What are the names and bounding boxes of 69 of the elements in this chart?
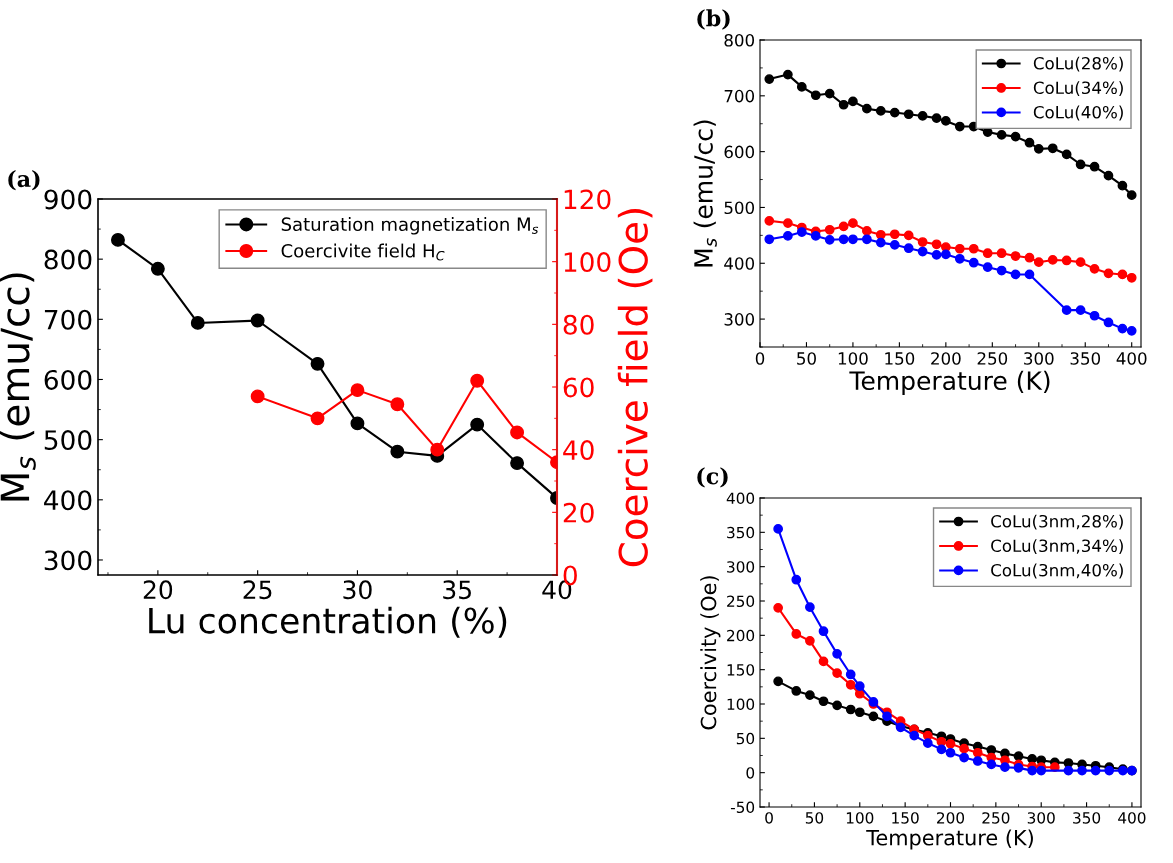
x-tick-label: 20 [143,580,173,600]
y-axis-title: Coercivity (Oe) [700,576,721,730]
x-tick-label: 400 [1116,352,1147,365]
legend-label: CoLu(3nm,34%) [991,539,1123,554]
x-tick-label: 350 [1073,812,1101,824]
x-tick-label: 250 [982,812,1010,824]
legend-label: CoLu(3nm,28%) [991,514,1123,530]
legend-label: CoLu(34%) [1033,81,1123,96]
y-tick-label: 800 [724,33,755,47]
x-axis-title: Temperature (K) [849,370,1050,395]
chart-title: (c) [697,467,728,488]
x-tick-label: 200 [937,812,965,824]
x-tick-label: 350 [1070,352,1101,365]
y2-tick-label: 60 [563,377,594,398]
y2-tick-label: 120 [564,189,611,210]
x-tick-label: 300 [1027,812,1055,824]
y-tick-label: 150 [727,664,755,676]
y-tick-label: 0 [746,767,755,779]
x-tick-label: 0 [765,812,773,824]
legend-label: CoLu(40%) [1033,105,1123,121]
y-tick-label: 250 [727,595,755,608]
x-tick-label: 35 [443,580,471,600]
y-tick-label: 400 [44,490,92,511]
x-tick-label: 150 [892,812,919,824]
y-tick-label: 900 [44,189,92,210]
legend-label: CoLu(3nm,40%) [991,563,1123,579]
x-tick-label: 30 [343,580,372,600]
y-tick-label: 300 [727,561,755,573]
x-tick-label: 100 [846,812,874,824]
y-tick-label: 600 [44,369,92,390]
x-tick-label: 50 [805,812,824,824]
y-tick-label: 300 [724,313,755,326]
y2-axis-title: Coercive field (Oe) [617,209,653,567]
y-tick-label: 700 [724,89,755,103]
chart-title: (a) [8,169,40,191]
y-tick-label: 400 [724,257,755,270]
x-tick-label: 0 [755,352,765,365]
x-tick-label: 100 [838,352,868,365]
x-axis-title: Temperature (K) [866,829,1033,850]
x-tick-label: 400 [1118,812,1146,824]
y-tick-label: 700 [44,309,92,330]
y2-tick-label: 80 [563,314,594,335]
x-tick-label: 150 [885,352,915,365]
y-tick-label: 100 [727,698,755,711]
y2-tick-label: 40 [563,440,594,461]
y-tick-label: 600 [724,145,755,159]
x-tick-label: 200 [931,352,961,365]
y2-tick-label: 100 [564,252,611,273]
x-tick-label: 25 [243,580,272,600]
y-tick-label: 800 [44,249,92,270]
x-tick-label: 50 [797,352,816,365]
y-axis-title: M$_{s}$ (emu/cc) [0,273,36,501]
y-tick-label: 50 [736,732,755,745]
y-tick-label: 400 [726,492,755,505]
y-tick-label: 200 [727,629,755,642]
x-tick-label: 300 [1024,352,1054,365]
y-tick-label: 350 [727,526,755,539]
y-tick-label: 500 [44,430,92,451]
legend-label: Saturation magnetization M$_{s}$ [281,217,539,235]
legend-label: Coercivite field H$_{C}$ [281,243,445,261]
y-axis-title: M$_{s}$ (emu/cc) [693,120,717,267]
y-tick-label: 500 [724,201,755,215]
x-tick-label: 250 [977,352,1008,365]
x-axis-title: Lu concentration (%) [149,606,507,638]
y-tick-label: 300 [44,550,92,571]
legend-label: CoLu(28%) [1033,56,1123,72]
y2-tick-label: 20 [563,502,594,523]
y-tick-label: -50 [730,801,755,814]
chart-title: (b) [697,9,730,30]
